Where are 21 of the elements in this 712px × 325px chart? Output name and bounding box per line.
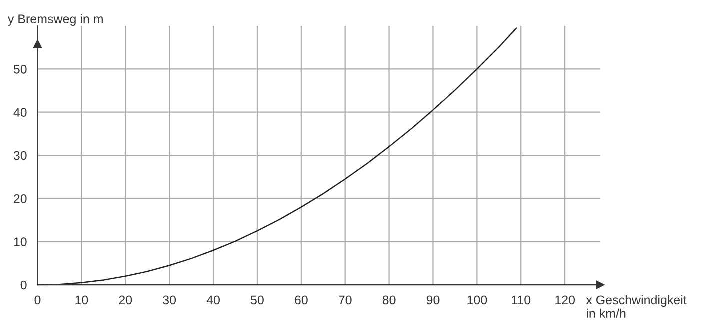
y-tick-label: 40 — [14, 108, 27, 117]
x-tick-label: 90 — [426, 296, 440, 305]
x-tick-label: 110 — [512, 296, 531, 305]
x-tick-label: 20 — [119, 296, 132, 305]
x-tick-label: 30 — [163, 296, 176, 305]
y-tick-label: 10 — [14, 238, 27, 247]
y-tick-label: 50 — [14, 64, 27, 74]
x-tick-label: 120 — [556, 296, 575, 305]
x-tick-label: 60 — [295, 296, 308, 305]
x-tick-label: 80 — [382, 296, 396, 305]
y-tick-label: 30 — [14, 151, 27, 160]
x-tick-label: 0 — [34, 296, 41, 305]
x-tick-label: 10 — [76, 296, 88, 305]
x-tick-label: 100 — [468, 296, 488, 305]
x-tick-label: 40 — [206, 296, 220, 305]
x-axis-title: x Geschwindigkeit in km/h — [586, 295, 687, 318]
y-axis-title: y Bremsweg in m — [8, 14, 103, 26]
x-tick-label: 50 — [251, 296, 264, 305]
x-tick-label: 70 — [339, 296, 352, 305]
y-tick-label: 0 — [20, 280, 27, 290]
y-tick-label: 20 — [14, 194, 27, 204]
